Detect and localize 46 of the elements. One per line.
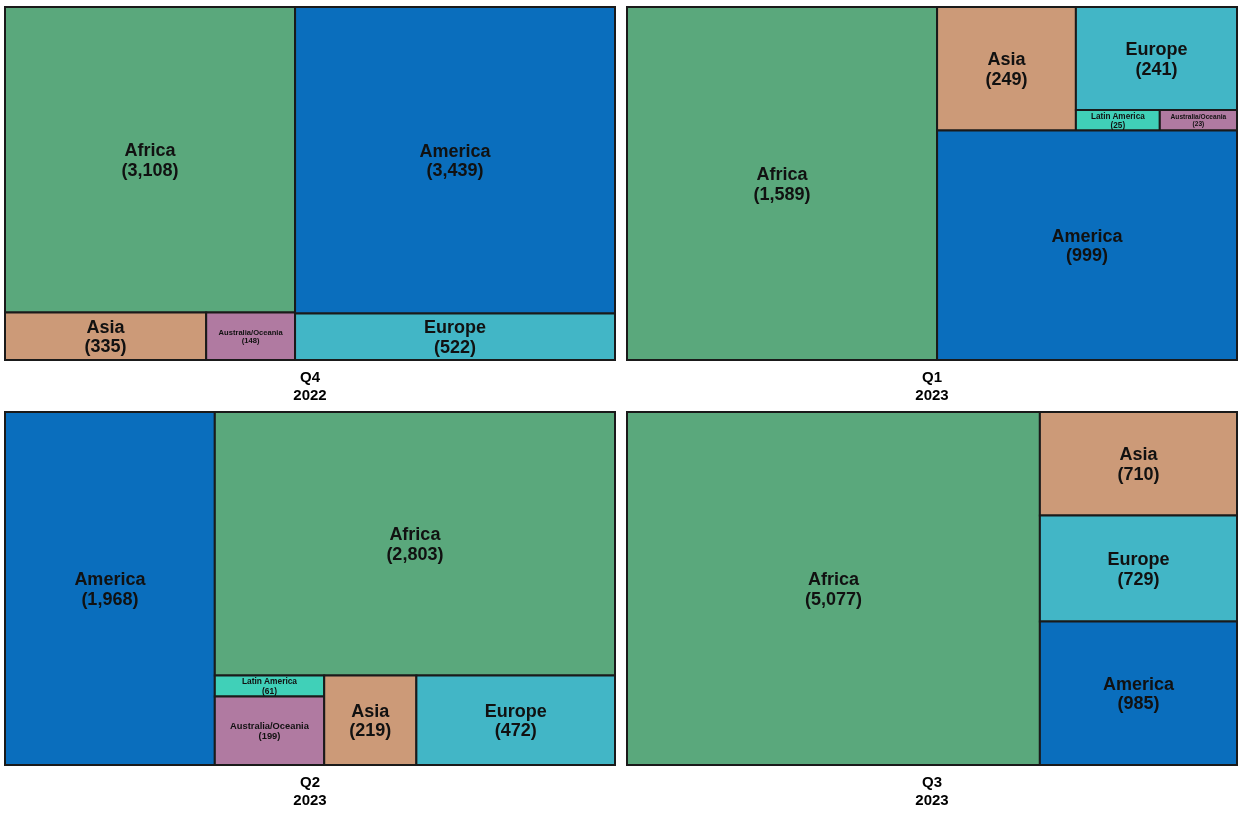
text: Q3 xyxy=(921,773,943,791)
category-label: Asia xyxy=(1119,444,1159,465)
text: Q2 xyxy=(299,773,321,791)
category-label: Africa xyxy=(389,524,442,545)
data-label: (729) xyxy=(1117,568,1160,589)
data-label: (249) xyxy=(985,68,1028,89)
text: Q1 xyxy=(921,368,943,386)
data-label: (61) xyxy=(262,685,278,696)
text: 2023 xyxy=(292,791,328,809)
data-label: (2,803) xyxy=(386,543,444,564)
data-label: (1,968) xyxy=(81,588,139,609)
category-label: Europe xyxy=(484,700,547,721)
data-label: (710) xyxy=(1117,463,1160,484)
category-label: Europe xyxy=(424,317,487,338)
category-label: America xyxy=(1051,225,1124,246)
category-label: Africa xyxy=(807,568,860,589)
data-label: (1,589) xyxy=(753,183,811,204)
data-label: (999) xyxy=(1066,245,1109,266)
data-label: (199) xyxy=(258,731,281,742)
category-label: Africa xyxy=(756,163,809,184)
data-label: (25) xyxy=(1110,120,1126,130)
data-label: (985) xyxy=(1117,693,1160,714)
text: Q4 xyxy=(299,368,321,386)
data-label: (241) xyxy=(1135,58,1178,79)
text: 2023 xyxy=(914,386,950,404)
category-label: Latin America xyxy=(241,676,298,687)
data-label: (3,439) xyxy=(426,160,484,181)
data-label: (335) xyxy=(84,336,127,357)
category-label: Africa xyxy=(124,140,177,161)
category-label: Europe xyxy=(1125,38,1188,59)
data-label: (5,077) xyxy=(804,588,862,609)
category-label: America xyxy=(74,568,147,589)
data-label: (3,108) xyxy=(121,159,179,180)
data-label: (522) xyxy=(434,336,477,357)
category-label: America xyxy=(419,140,492,161)
data-label: (219) xyxy=(349,720,392,741)
data-label: (472) xyxy=(494,720,537,741)
text: 2022 xyxy=(292,386,328,404)
category-label: Europe xyxy=(1107,548,1170,569)
text: 2023 xyxy=(914,791,950,809)
category-label: Asia xyxy=(987,49,1027,70)
category-label: Asia xyxy=(86,316,126,337)
category-label: Asia xyxy=(351,700,391,721)
category-label: Latin America xyxy=(1090,111,1146,121)
category-label: America xyxy=(1102,673,1175,694)
category-label: Australia/Oceania xyxy=(230,720,310,731)
